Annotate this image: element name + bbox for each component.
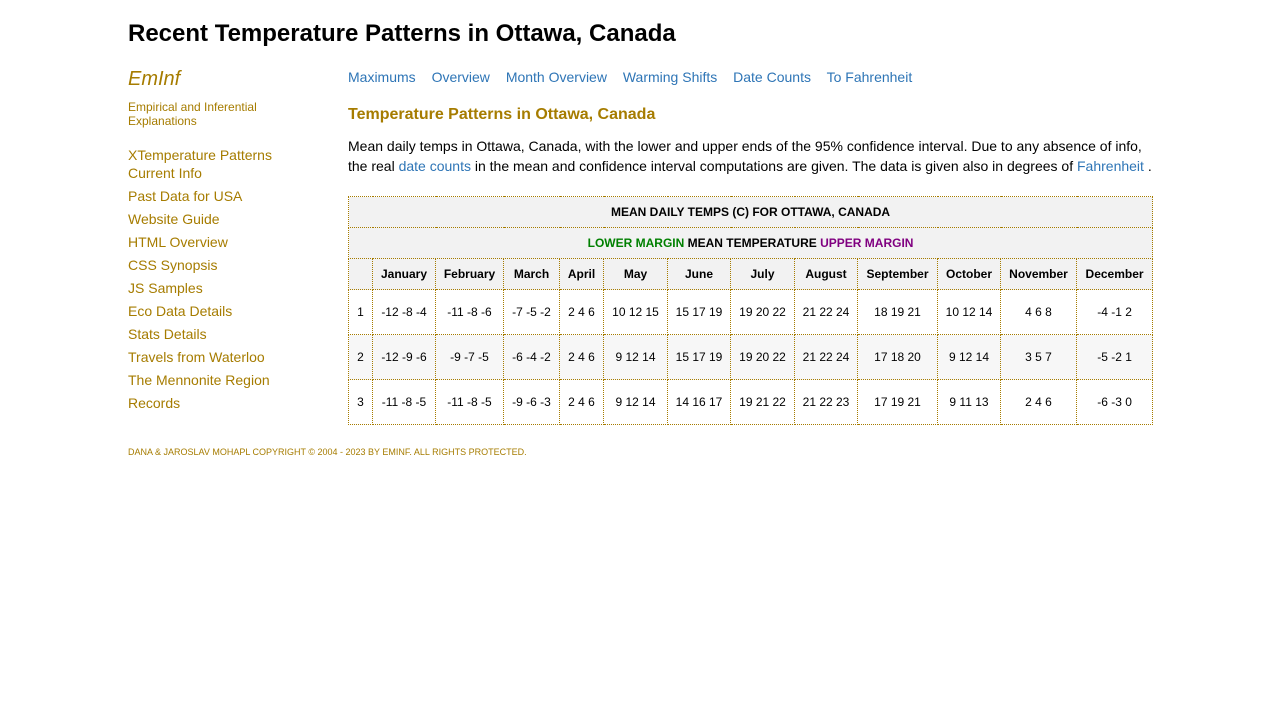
brand-logo[interactable]: EmInf xyxy=(128,68,181,90)
table-cell: 2 4 6 xyxy=(559,289,604,335)
table-legend: LOWER MARGIN MEAN TEMPERATURE UPPER MARG… xyxy=(347,227,1154,259)
table-cell: 17 19 21 xyxy=(857,379,938,425)
table-cell: 19 20 22 xyxy=(730,334,795,380)
table-cell: 14 16 17 xyxy=(667,379,731,425)
sidebar-item-current-info[interactable]: Current Info xyxy=(128,165,202,181)
row-day-cell: 3 xyxy=(348,379,373,425)
sidebar-item-css-synopsis[interactable]: CSS Synopsis xyxy=(128,257,218,273)
row-day-cell: 2 xyxy=(348,334,373,380)
footer-copyright: DANA & JAROSLAV MOHAPL COPYRIGHT © 2004 … xyxy=(128,447,527,457)
table-cell: 9 11 13 xyxy=(937,379,1001,425)
table-cell: -12 -9 -6 xyxy=(372,334,436,380)
table-cell: 10 12 15 xyxy=(603,289,668,335)
table-cell: 21 22 24 xyxy=(794,334,858,380)
column-header-august: August xyxy=(794,258,858,290)
intro-text-3: . xyxy=(1143,158,1152,174)
sidebar-nav: XTemperature Patterns Current Info Past … xyxy=(128,146,328,412)
table-cell: 21 22 23 xyxy=(794,379,858,425)
table-row: 3 -11 -8 -5 -11 -8 -5 -9 -6 -3 2 4 6 9 1… xyxy=(348,379,1154,425)
sidebar-item-mennonite-region[interactable]: The Mennonite Region xyxy=(128,372,270,388)
brand-tagline: Empirical and Inferential Explanations xyxy=(128,100,257,128)
table-cell: 3 5 7 xyxy=(1000,334,1077,380)
table-cell: 2 4 6 xyxy=(1000,379,1077,425)
topnav-to-fahrenheit[interactable]: To Fahrenheit xyxy=(826,69,913,85)
table-cell: 17 18 20 xyxy=(857,334,938,380)
table-cell: 19 20 22 xyxy=(730,289,795,335)
table-cell: -6 -3 0 xyxy=(1075,379,1154,425)
fahrenheit-link[interactable]: Fahrenheit xyxy=(1077,158,1144,174)
column-header-may: May xyxy=(603,258,668,290)
table-cell: 15 17 19 xyxy=(667,334,731,380)
date-counts-link[interactable]: date counts xyxy=(398,158,471,174)
topnav-overview[interactable]: Overview xyxy=(431,69,490,85)
intro-paragraph: Mean daily temps in Ottawa, Canada, with… xyxy=(348,136,1152,176)
topnav-month-overview[interactable]: Month Overview xyxy=(505,69,607,85)
column-header-november: November xyxy=(1000,258,1077,290)
column-header-june: June xyxy=(667,258,731,290)
table-cell: -7 -5 -2 xyxy=(503,289,560,335)
table-cell: -9 -6 -3 xyxy=(503,379,560,425)
temperature-table: MEAN DAILY TEMPS (C) FOR OTTAWA, CANADA … xyxy=(347,196,1154,425)
top-nav: Maximums Overview Month Overview Warming… xyxy=(348,68,1152,86)
table-row: 1 -12 -8 -4 -11 -8 -6 -7 -5 -2 2 4 6 10 … xyxy=(348,289,1154,335)
table-cell: 9 12 14 xyxy=(603,334,668,380)
column-header-day xyxy=(348,258,373,290)
table-cell: 15 17 19 xyxy=(667,289,731,335)
topnav-maximums[interactable]: Maximums xyxy=(348,69,416,85)
sidebar-item-html-overview[interactable]: HTML Overview xyxy=(128,234,228,250)
table-cell: 19 21 22 xyxy=(730,379,795,425)
table-cell: -4 -1 2 xyxy=(1075,289,1154,335)
topnav-date-counts[interactable]: Date Counts xyxy=(733,69,811,85)
table-cell: -12 -8 -4 xyxy=(372,289,436,335)
table-cell: 2 4 6 xyxy=(559,334,604,380)
column-header-july: July xyxy=(730,258,795,290)
table-cell: -11 -8 -5 xyxy=(372,379,436,425)
sidebar-item-records[interactable]: Records xyxy=(128,395,181,411)
sidebar: EmInf Empirical and Inferential Explanat… xyxy=(128,66,328,412)
section-title: Temperature Patterns in Ottawa, Canada xyxy=(348,106,656,123)
table-cell: 9 12 14 xyxy=(603,379,668,425)
legend-lower-margin: LOWER MARGIN xyxy=(587,235,685,250)
column-header-october: October xyxy=(937,258,1001,290)
column-header-december: December xyxy=(1075,258,1154,290)
sidebar-item-temperature-patterns[interactable]: XTemperature Patterns xyxy=(128,147,272,163)
table-cell: -11 -8 -6 xyxy=(435,289,504,335)
sidebar-item-stats-details[interactable]: Stats Details xyxy=(128,326,207,342)
sidebar-item-js-samples[interactable]: JS Samples xyxy=(128,280,203,296)
table-cell: 2 4 6 xyxy=(559,379,604,425)
sidebar-item-eco-data-details[interactable]: Eco Data Details xyxy=(128,303,233,319)
table-cell: -5 -2 1 xyxy=(1075,334,1154,380)
sidebar-item-travels-from-waterloo[interactable]: Travels from Waterloo xyxy=(128,349,265,365)
column-header-april: April xyxy=(559,258,604,290)
column-header-march: March xyxy=(503,258,560,290)
intro-text-2: in the mean and confidence interval comp… xyxy=(470,158,1077,174)
row-day-cell: 1 xyxy=(348,289,373,335)
table-cell: -9 -7 -5 xyxy=(435,334,504,380)
table-cell: -11 -8 -5 xyxy=(435,379,504,425)
table-caption: MEAN DAILY TEMPS (C) FOR OTTAWA, CANADA xyxy=(347,196,1154,228)
column-header-january: January xyxy=(372,258,436,290)
sidebar-item-website-guide[interactable]: Website Guide xyxy=(128,211,220,227)
legend-upper-margin: UPPER MARGIN xyxy=(820,235,914,250)
intro-text-1: Mean daily temps in Ottawa, Canada, with… xyxy=(348,138,1142,174)
column-header-september: September xyxy=(857,258,938,290)
table-cell: 10 12 14 xyxy=(937,289,1001,335)
sidebar-item-past-data-usa[interactable]: Past Data for USA xyxy=(128,188,243,204)
column-header-february: February xyxy=(435,258,504,290)
main-content: Maximums Overview Month Overview Warming… xyxy=(347,68,1154,425)
table-cell: 21 22 24 xyxy=(794,289,858,335)
page-title: Recent Temperature Patterns in Ottawa, C… xyxy=(128,20,676,47)
table-row: 2 -12 -9 -6 -9 -7 -5 -6 -4 -2 2 4 6 9 12… xyxy=(348,334,1154,380)
legend-mean-temperature: MEAN TEMPERATURE xyxy=(687,235,817,250)
topnav-warming-shifts[interactable]: Warming Shifts xyxy=(622,69,718,85)
table-cell: 18 19 21 xyxy=(857,289,938,335)
table-cell: 9 12 14 xyxy=(937,334,1001,380)
table-cell: 4 6 8 xyxy=(1000,289,1077,335)
table-cell: -6 -4 -2 xyxy=(503,334,560,380)
table-header-row: January February March April May June Ju… xyxy=(348,258,1154,290)
